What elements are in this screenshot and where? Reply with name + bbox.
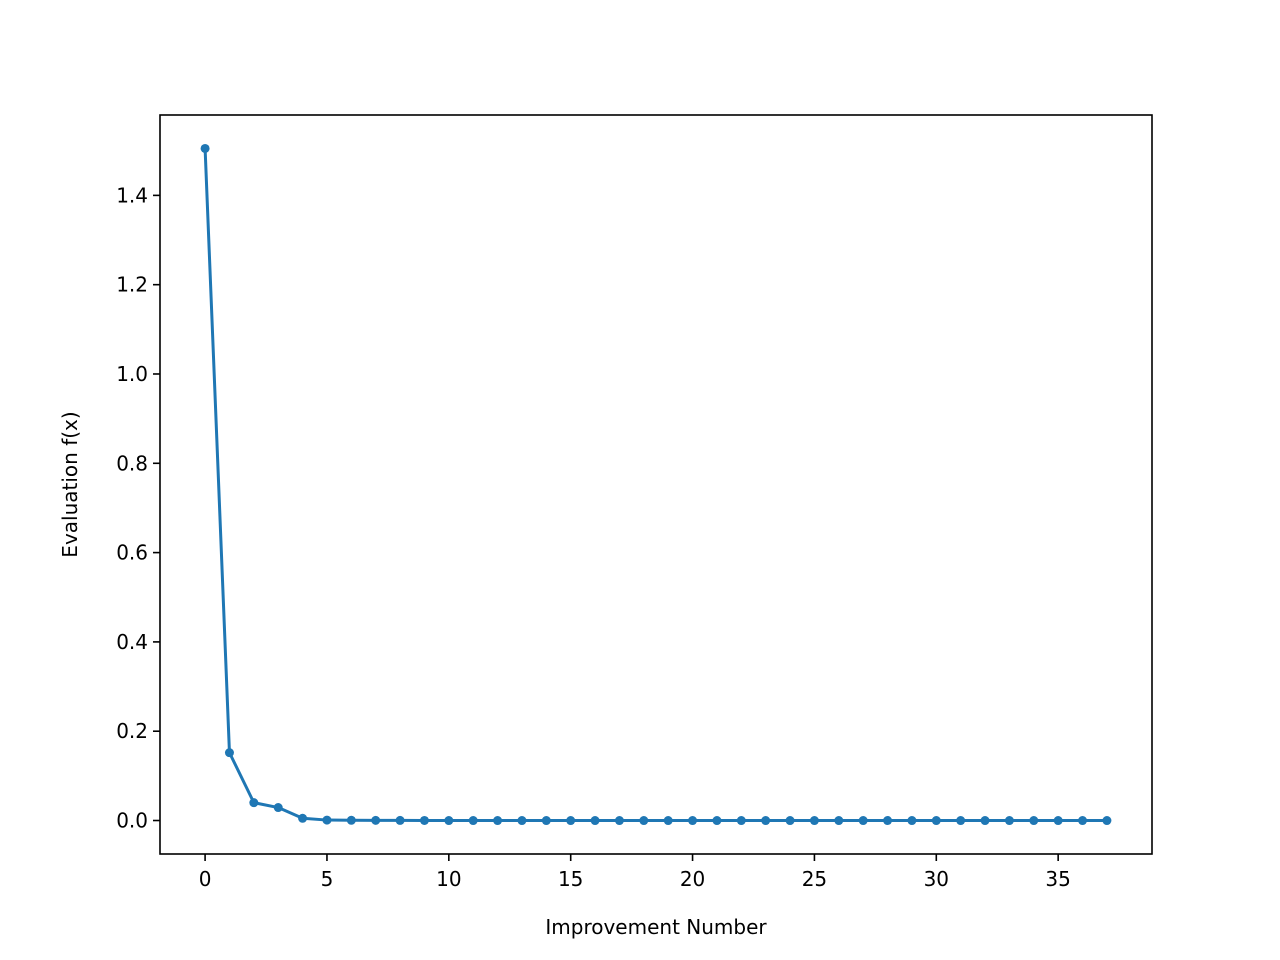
data-point — [444, 816, 454, 826]
data-point — [712, 816, 722, 826]
x-tick-label: 0 — [199, 867, 212, 891]
data-point — [322, 815, 332, 825]
y-tick-label: 1.4 — [116, 183, 148, 207]
data-point — [566, 816, 576, 826]
data-point — [590, 816, 600, 826]
x-axis: 0 5 10 15 20 25 30 35 — [199, 854, 1071, 891]
y-tick-label: 1.2 — [116, 273, 148, 297]
data-point — [980, 816, 990, 826]
data-point — [1102, 816, 1112, 826]
y-tick-label: 0.2 — [116, 719, 148, 743]
data-point — [298, 813, 308, 823]
data-point — [858, 816, 868, 826]
data-point — [371, 815, 381, 825]
x-tick-label: 25 — [802, 867, 827, 891]
data-point — [1053, 816, 1063, 826]
x-axis-label: Improvement Number — [545, 915, 767, 939]
data-point — [419, 815, 429, 825]
data-point — [688, 816, 698, 826]
data-point — [517, 816, 527, 826]
y-axis: 0.0 0.2 0.4 0.6 0.8 1.0 1.2 1.4 — [116, 183, 160, 833]
x-tick-label: 35 — [1045, 867, 1070, 891]
y-axis-label: Evaluation f(x) — [58, 411, 82, 557]
data-point — [493, 816, 503, 826]
y-tick-label: 0.0 — [116, 809, 148, 833]
x-tick-label: 30 — [924, 867, 949, 891]
x-tick-label: 5 — [321, 867, 334, 891]
x-tick-label: 10 — [436, 867, 461, 891]
y-tick-label: 0.8 — [116, 451, 148, 475]
data-point — [1004, 816, 1014, 826]
data-point — [883, 816, 893, 826]
y-tick-label: 0.4 — [116, 630, 148, 654]
data-point — [639, 816, 649, 826]
plot-area — [200, 143, 1112, 826]
data-point — [224, 748, 234, 758]
data-point — [785, 816, 795, 826]
data-point — [761, 816, 771, 826]
data-point — [200, 143, 210, 153]
y-tick-label: 0.6 — [116, 541, 148, 565]
data-point — [346, 815, 356, 825]
data-point — [249, 798, 259, 808]
x-tick-label: 20 — [680, 867, 705, 891]
data-point — [614, 816, 624, 826]
data-point — [1029, 816, 1039, 826]
data-point — [1078, 816, 1088, 826]
axes-frame — [159, 114, 1153, 855]
data-point — [395, 815, 405, 825]
x-tick-label: 15 — [558, 867, 583, 891]
data-point — [834, 816, 844, 826]
data-point — [809, 816, 819, 826]
data-point — [931, 816, 941, 826]
data-point — [663, 816, 673, 826]
y-tick-label: 1.0 — [116, 362, 148, 386]
data-point — [736, 816, 746, 826]
data-point — [468, 816, 478, 826]
data-point — [907, 816, 917, 826]
data-point — [273, 803, 283, 813]
data-point — [956, 816, 966, 826]
data-point — [541, 816, 551, 826]
